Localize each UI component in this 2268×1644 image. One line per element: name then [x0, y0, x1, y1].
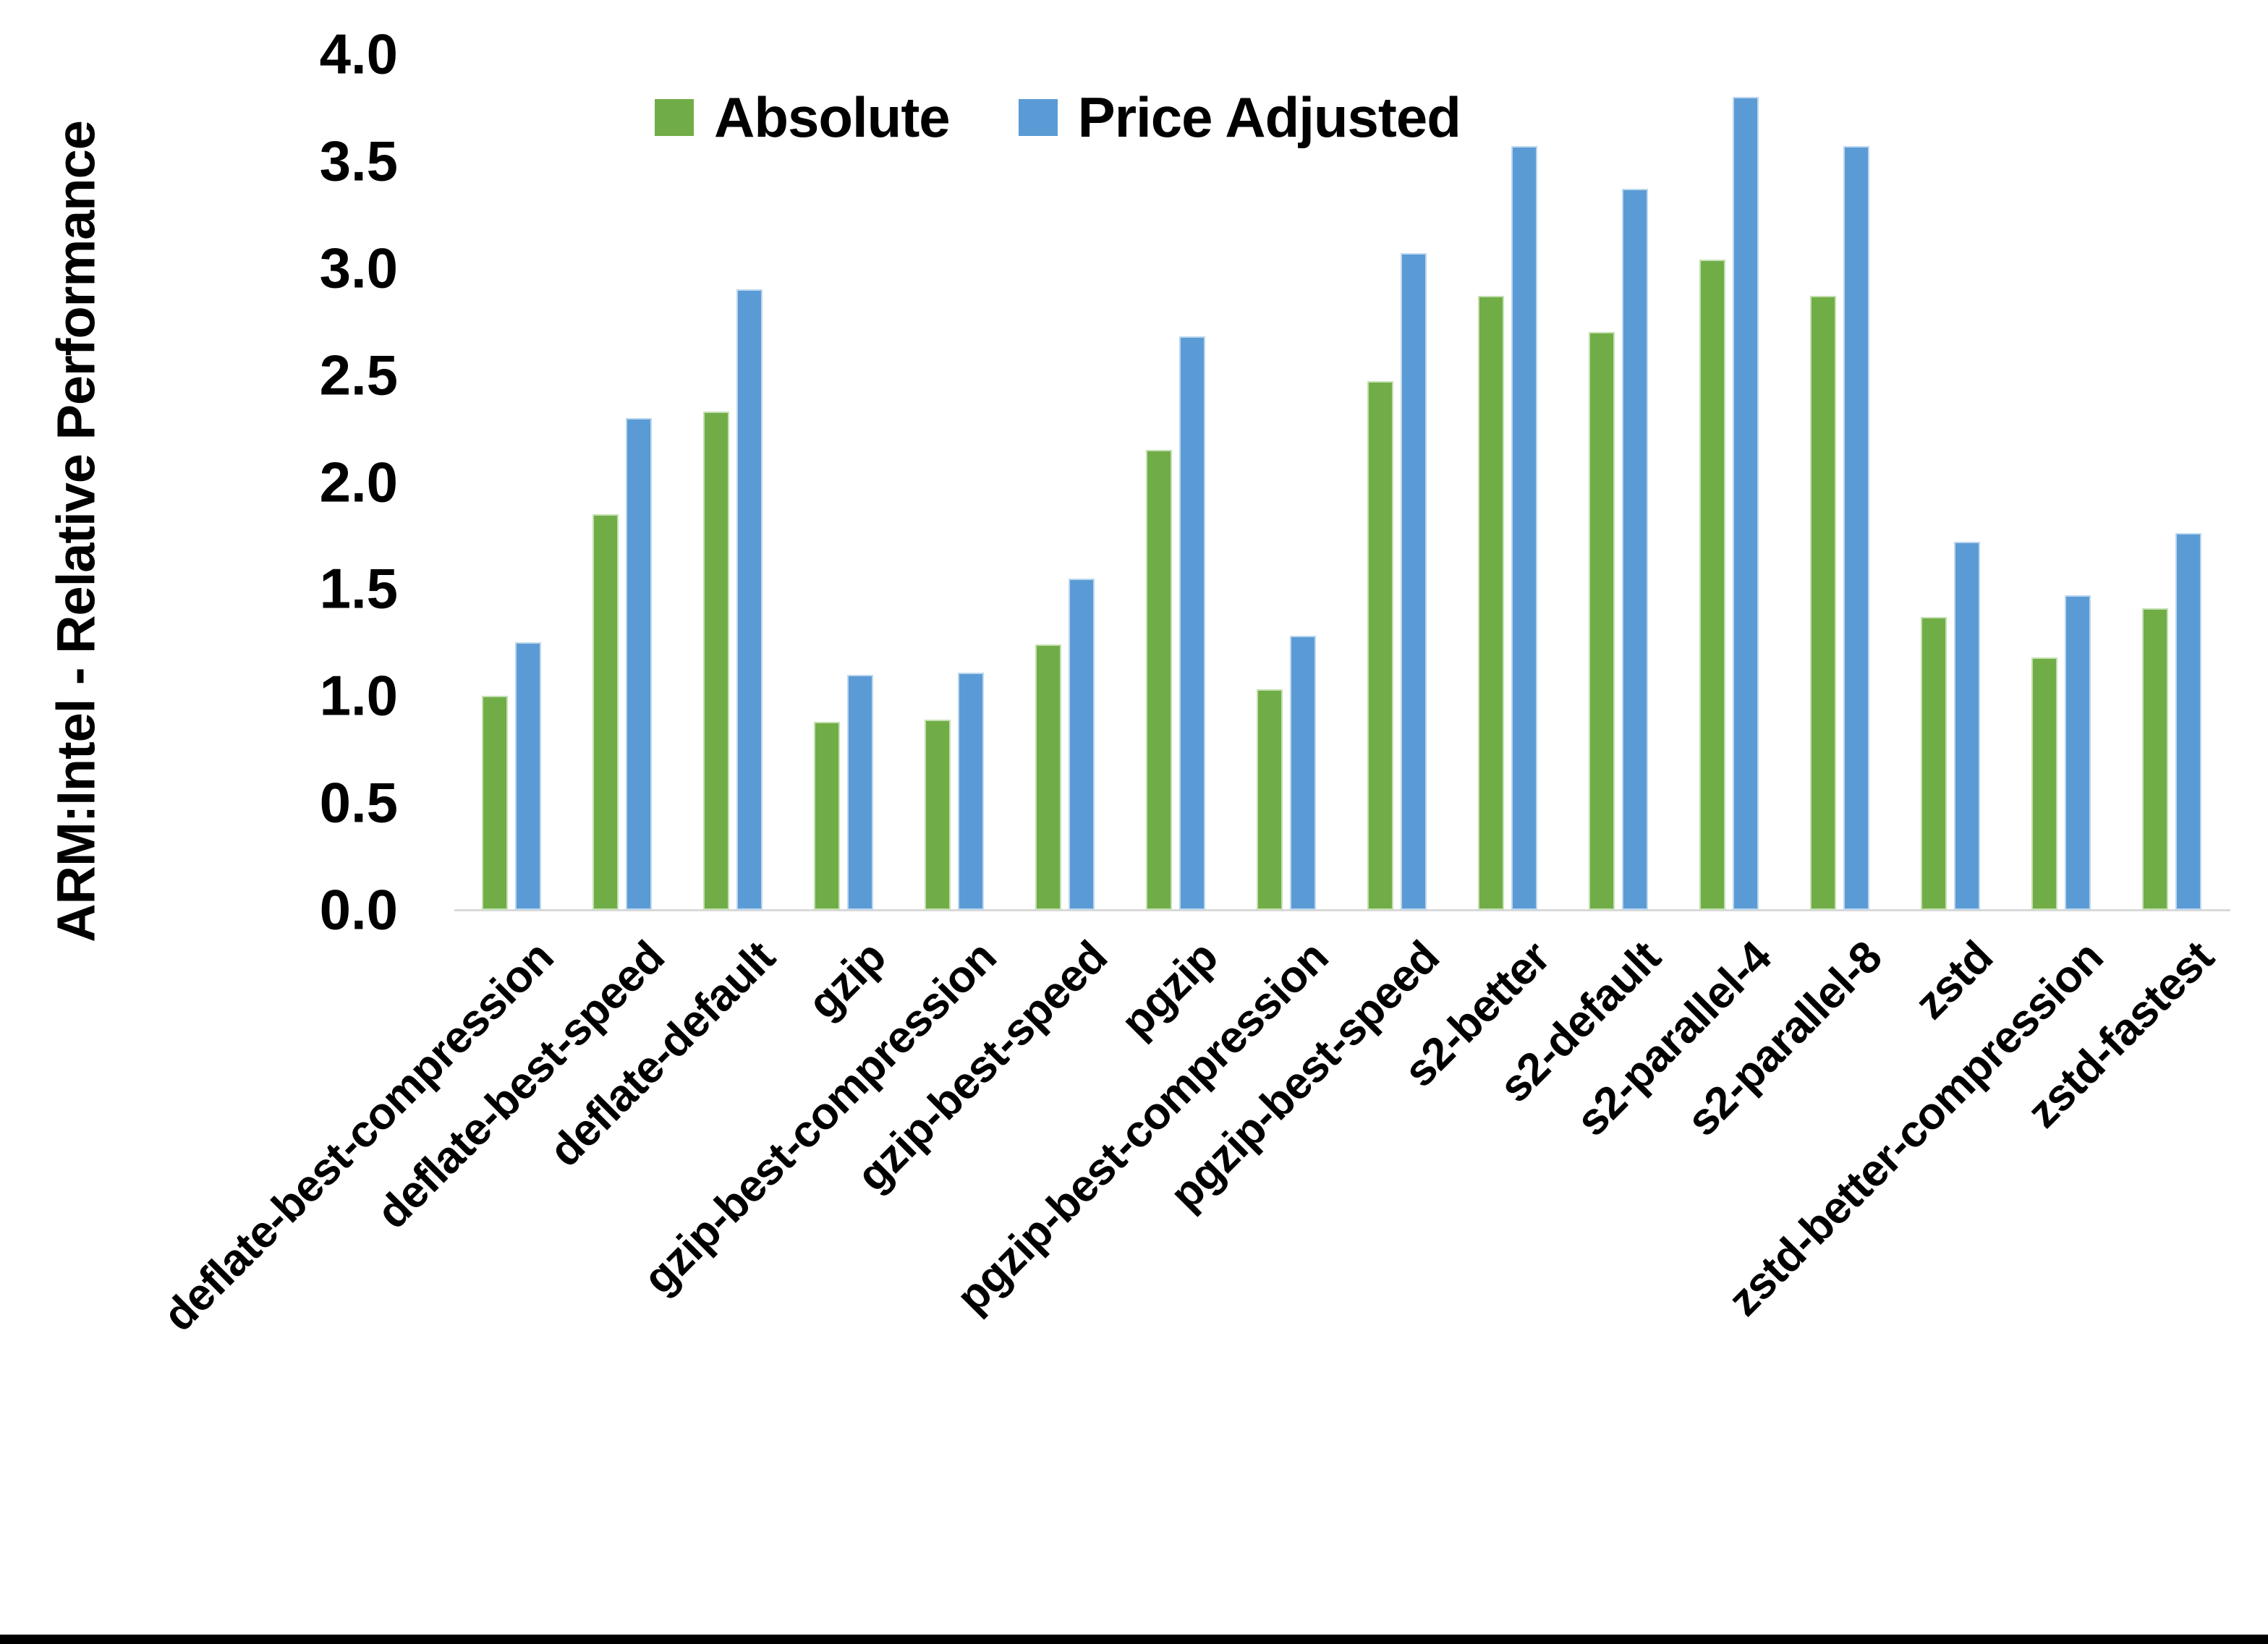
y-axis-tick-4.0: 4.0 [319, 22, 398, 86]
bar-absolute-pgzip-best-compression [1257, 689, 1283, 910]
bar-price-adjusted-pgzip-best-compression [1290, 636, 1316, 910]
bar-absolute-s2-parallel-4 [1699, 260, 1725, 910]
bar-absolute-s2-better [1478, 296, 1504, 910]
y-axis-tick-3.0: 3.0 [319, 236, 398, 300]
y-axis-tick-3.5: 3.5 [319, 129, 398, 193]
bar-price-adjusted-deflate-default [736, 289, 763, 910]
bar-absolute-zstd [1921, 617, 1947, 910]
bar-price-adjusted-gzip-best-speed [1069, 579, 1095, 910]
legend: Absolute Price Adjusted [655, 81, 1461, 153]
bar-absolute-s2-default [1589, 332, 1615, 910]
bar-price-adjusted-gzip [847, 675, 873, 910]
bar-absolute-zstd-fastest [2142, 608, 2168, 910]
y-axis-tick-0.5: 0.5 [319, 770, 398, 835]
bar-price-adjusted-deflate-best-compression [515, 642, 541, 910]
bar-price-adjusted-deflate-best-speed [626, 418, 652, 910]
bar-price-adjusted-pgzip [1179, 336, 1205, 910]
y-axis-tick-0.0: 0.0 [319, 877, 398, 942]
x-axis-line [454, 909, 2230, 911]
bar-price-adjusted-s2-default [1622, 189, 1648, 910]
legend-item-absolute: Absolute [655, 85, 951, 150]
bar-absolute-gzip-best-compression [925, 720, 951, 910]
bar-absolute-gzip [814, 722, 840, 910]
legend-swatch-price-adjusted [1018, 98, 1058, 136]
legend-label-absolute: Absolute [714, 85, 951, 149]
x-axis-label-zstd: zstd [1905, 932, 2002, 1029]
y-axis-title: ARM:Intel - Relative Performance [46, 121, 106, 942]
bar-price-adjusted-zstd-fastest [2175, 533, 2201, 910]
bar-absolute-s2-parallel-8 [1810, 296, 1836, 910]
bar-price-adjusted-zstd-better-compression [2065, 595, 2091, 910]
bar-price-adjusted-s2-parallel-8 [1843, 146, 1869, 910]
bar-absolute-deflate-default [703, 412, 729, 910]
legend-swatch-absolute [655, 98, 694, 136]
legend-item-price-adjusted: Price Adjusted [1018, 85, 1461, 150]
legend-label-price-adjusted: Price Adjusted [1077, 85, 1461, 149]
bar-price-adjusted-s2-parallel-4 [1733, 97, 1759, 910]
bottom-border [0, 1635, 2268, 1644]
bar-price-adjusted-zstd [1954, 542, 1980, 910]
bar-absolute-deflate-best-speed [593, 514, 619, 910]
y-axis-tick-2.5: 2.5 [319, 343, 398, 407]
x-axis-label-gzip: gzip [798, 932, 895, 1029]
bar-price-adjusted-pgzip-best-speed [1401, 253, 1427, 910]
bar-price-adjusted-gzip-best-compression [958, 673, 984, 910]
bar-absolute-pgzip-best-speed [1367, 381, 1393, 910]
bar-absolute-zstd-better-compression [2031, 657, 2057, 910]
y-axis-tick-1.0: 1.0 [319, 663, 398, 728]
y-axis-tick-1.5: 1.5 [319, 556, 398, 621]
y-axis-tick-2.0: 2.0 [319, 450, 398, 514]
bar-absolute-gzip-best-speed [1035, 644, 1061, 910]
bar-price-adjusted-s2-better [1511, 146, 1537, 910]
bar-absolute-deflate-best-compression [482, 696, 508, 910]
bar-absolute-pgzip [1146, 450, 1172, 910]
